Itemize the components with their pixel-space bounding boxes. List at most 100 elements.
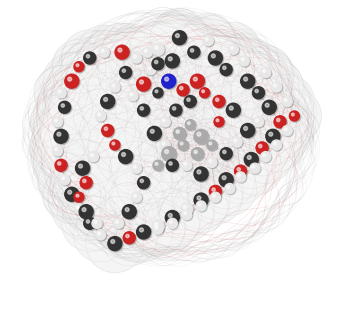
Circle shape [76,194,79,197]
Circle shape [43,165,101,223]
Circle shape [90,154,93,156]
Circle shape [154,46,158,49]
Circle shape [123,205,137,220]
Circle shape [140,52,198,110]
Circle shape [31,95,84,149]
Circle shape [177,84,189,96]
Circle shape [77,25,131,79]
Circle shape [76,162,91,177]
Circle shape [197,170,201,174]
Circle shape [220,148,232,160]
Circle shape [252,94,308,150]
Circle shape [132,54,143,64]
Circle shape [62,30,118,86]
Circle shape [75,62,85,73]
Circle shape [34,66,88,120]
Circle shape [131,53,141,63]
Circle shape [241,74,255,88]
Circle shape [144,137,200,193]
Circle shape [172,171,230,229]
Circle shape [185,96,197,109]
Circle shape [95,111,106,121]
Circle shape [154,161,164,172]
Circle shape [185,135,239,189]
Circle shape [182,210,192,220]
Circle shape [151,105,208,161]
Circle shape [272,141,283,151]
Circle shape [221,148,233,161]
Circle shape [160,138,214,192]
Circle shape [154,223,158,226]
Circle shape [271,140,281,150]
Circle shape [182,210,193,221]
Circle shape [188,170,242,224]
Circle shape [56,160,68,172]
Circle shape [208,141,218,151]
Circle shape [163,98,217,152]
Circle shape [238,174,241,177]
Circle shape [260,75,314,129]
Circle shape [79,205,93,219]
Circle shape [244,77,248,81]
Circle shape [120,67,133,80]
Circle shape [56,88,66,98]
Circle shape [137,77,150,91]
Circle shape [241,58,244,61]
Circle shape [176,130,180,133]
Circle shape [143,188,201,246]
Circle shape [220,64,232,76]
Circle shape [111,240,115,244]
Circle shape [138,95,192,149]
Circle shape [241,124,255,138]
Circle shape [153,59,165,71]
Circle shape [134,55,136,58]
Circle shape [156,118,210,172]
Circle shape [86,54,90,58]
Circle shape [289,111,299,121]
Circle shape [204,36,214,47]
Circle shape [79,164,83,168]
Circle shape [198,126,254,182]
Circle shape [84,218,97,231]
Circle shape [116,220,118,223]
Circle shape [173,127,186,140]
Circle shape [152,220,164,232]
Circle shape [181,13,235,68]
Circle shape [165,54,179,68]
Circle shape [197,196,201,200]
Circle shape [265,103,269,107]
Circle shape [154,89,164,99]
Circle shape [250,118,303,172]
Circle shape [68,77,72,81]
Circle shape [58,90,61,93]
Circle shape [53,139,112,197]
Circle shape [171,105,183,117]
Circle shape [209,142,212,145]
Circle shape [261,152,271,162]
Circle shape [134,165,136,168]
Circle shape [239,45,293,100]
Circle shape [33,137,89,193]
Circle shape [106,69,160,123]
Circle shape [60,175,70,185]
Circle shape [92,196,145,250]
Circle shape [222,131,280,188]
Circle shape [96,112,107,122]
Circle shape [94,220,97,223]
Circle shape [162,75,177,90]
Circle shape [119,149,132,164]
Circle shape [274,142,276,145]
Circle shape [65,75,80,90]
Circle shape [57,162,61,165]
Circle shape [54,129,68,143]
Circle shape [120,67,132,78]
Circle shape [148,127,163,142]
Circle shape [38,153,92,207]
Circle shape [269,132,273,136]
Circle shape [263,69,266,72]
Circle shape [114,219,125,229]
Circle shape [59,101,71,113]
Circle shape [210,186,223,199]
Circle shape [59,102,72,115]
Circle shape [75,193,85,204]
